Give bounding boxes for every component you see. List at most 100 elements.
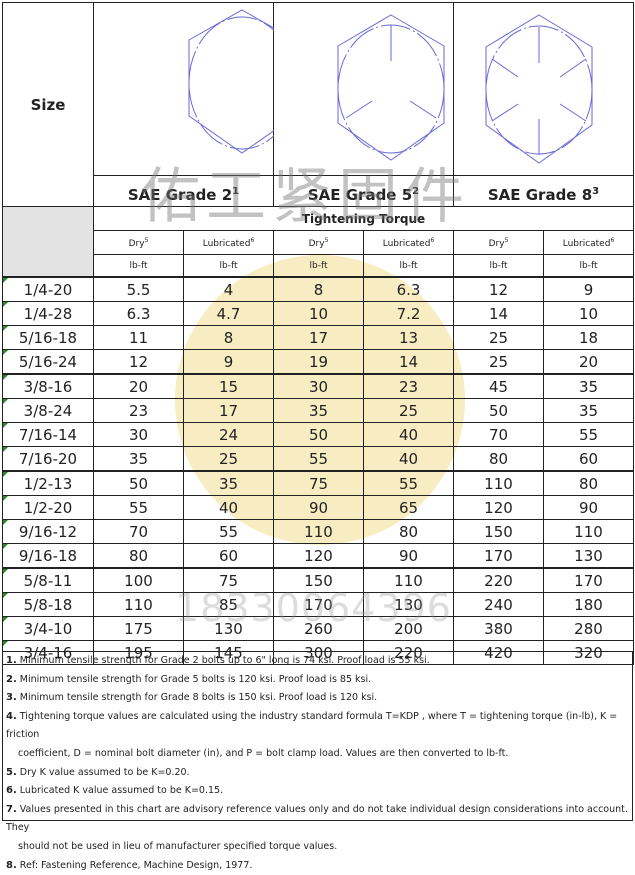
lubricated-header: Lubricated6	[183, 230, 274, 255]
footnote: 1. Minimum tensile strength for Grade 2 …	[3, 652, 632, 671]
cell-size: 7/16-20	[2, 446, 94, 472]
cell-grade2-lubricated: 75	[183, 567, 274, 593]
cell-grade5-lubricated: 40	[363, 422, 454, 447]
footnotes: 1. Minimum tensile strength for Grade 2 …	[2, 651, 633, 871]
cell-grade8-dry: 170	[453, 543, 544, 569]
cell-size: 5/8-11	[2, 567, 94, 593]
cell-grade2-dry: 6.3	[93, 301, 184, 326]
cell-grade5-dry: 30	[273, 373, 364, 399]
footnote-text: Tightening torque values are calculated …	[6, 710, 618, 741]
cell-grade2-lubricated: 17	[183, 398, 274, 423]
footnote-text-continued: coefficient, D = nominal bolt diameter (…	[18, 747, 509, 759]
cell-grade5-dry: 10	[273, 301, 364, 326]
cell-grade2-dry: 110	[93, 592, 184, 617]
cell-grade5-lubricated: 110	[363, 567, 454, 593]
cell-size: 7/16-14	[2, 422, 94, 447]
cell-grade2-dry: 20	[93, 373, 184, 399]
footnote-number: 1.	[6, 655, 17, 666]
cell-grade8-lubricated: 320	[543, 640, 634, 665]
cell-grade8-lubricated: 55	[543, 422, 634, 447]
cell-grade8-lubricated: 170	[543, 567, 634, 593]
hex-bolt-grade-8-icon	[485, 14, 593, 164]
footnote: 8. Ref: Fastening Reference, Machine Des…	[3, 857, 632, 875]
size-header-blank	[2, 206, 94, 278]
cell-size: 3/4-16	[2, 640, 94, 665]
cell-grade2-lubricated: 24	[183, 422, 274, 447]
cell-grade5-dry: 55	[273, 446, 364, 472]
cell-grade8-lubricated: 20	[543, 349, 634, 375]
cell-grade8-dry: 70	[453, 422, 544, 447]
cell-grade5-lubricated: 7.2	[363, 301, 454, 326]
cell-grade2-lubricated: 40	[183, 495, 274, 520]
cell-grade5-lubricated: 6.3	[363, 276, 454, 302]
cell-grade8-dry: 240	[453, 592, 544, 617]
footnote-number: 4.	[6, 710, 17, 722]
table-row: 7/16-20 35 25 55 40 80 60	[2, 446, 634, 472]
cell-grade8-lubricated: 35	[543, 398, 634, 423]
grade-5-marking	[273, 2, 454, 176]
grade-2-marking	[93, 2, 296, 176]
cell-grade2-lubricated: 4.7	[183, 301, 274, 326]
cell-grade5-lubricated: 90	[363, 543, 454, 569]
table-row: 3/8-16 20 15 30 23 45 35	[2, 373, 634, 399]
cell-grade8-dry: 120	[453, 495, 544, 520]
cell-grade5-lubricated: 65	[363, 495, 454, 520]
cell-grade5-lubricated: 220	[363, 640, 454, 665]
table-row: 9/16-12 70 55 110 80 150 110	[2, 519, 634, 544]
table-row: 5/8-11 100 75 150 110 220 170	[2, 567, 634, 593]
footnote: 5. Dry K value assumed to be K=0.20.	[3, 764, 632, 783]
cell-grade5-dry: 150	[273, 567, 364, 593]
tightening-torque-header: Tightening Torque	[93, 206, 634, 231]
footnote-number: 5.	[6, 766, 17, 778]
cell-size: 9/16-18	[2, 543, 94, 569]
footnote-number: 3.	[6, 692, 17, 704]
unit-label: lb-ft	[363, 254, 454, 278]
cell-grade8-lubricated: 180	[543, 592, 634, 617]
cell-size: 9/16-12	[2, 519, 94, 544]
cell-grade2-lubricated: 85	[183, 592, 274, 617]
cell-grade8-dry: 25	[453, 349, 544, 375]
cell-grade5-dry: 17	[273, 325, 364, 350]
cell-grade5-dry: 90	[273, 495, 364, 520]
cell-grade2-dry: 175	[93, 616, 184, 641]
footnote-text: Lubricated K value assumed to be K=0.15.	[19, 785, 224, 797]
footnote-text: Minimum tensile strength for Grade 5 bol…	[19, 673, 372, 685]
cell-grade5-lubricated: 80	[363, 519, 454, 544]
cell-grade2-dry: 12	[93, 349, 184, 375]
cell-grade2-dry: 195	[93, 640, 184, 665]
cell-grade5-lubricated: 200	[363, 616, 454, 641]
grade-2-label: SAE Grade 21	[93, 175, 274, 207]
unit-label: lb-ft	[93, 254, 184, 278]
cell-grade8-dry: 80	[453, 446, 544, 472]
cell-grade5-lubricated: 14	[363, 349, 454, 375]
cell-grade2-dry: 100	[93, 567, 184, 593]
footnote-number: 2.	[6, 673, 17, 685]
footnote-text: Minimum tensile strength for Grade 2 bol…	[19, 655, 430, 666]
grade-8-label: SAE Grade 83	[453, 175, 634, 207]
table-row: 1/4-28 6.3 4.7 10 7.2 14 10	[2, 301, 634, 326]
lubricated-header: Lubricated6	[363, 230, 454, 255]
cell-grade5-lubricated: 130	[363, 592, 454, 617]
cell-grade5-lubricated: 25	[363, 398, 454, 423]
hex-bolt-grade-2-icon	[188, 9, 296, 154]
table-row: 7/16-14 30 24 50 40 70 55	[2, 422, 634, 447]
unit-label: lb-ft	[183, 254, 274, 278]
cell-grade2-lubricated: 4	[183, 276, 274, 302]
footnote-text: Minimum tensile strength for Grade 8 bol…	[19, 692, 378, 704]
cell-grade2-lubricated: 130	[183, 616, 274, 641]
cell-grade5-dry: 75	[273, 470, 364, 496]
cell-grade5-dry: 170	[273, 592, 364, 617]
footnote: 3. Minimum tensile strength for Grade 8 …	[3, 689, 632, 708]
footnote: 6. Lubricated K value assumed to be K=0.…	[3, 782, 632, 801]
cell-size: 3/4-10	[2, 616, 94, 641]
cell-grade8-lubricated: 90	[543, 495, 634, 520]
cell-grade2-dry: 23	[93, 398, 184, 423]
footnote-number: 8.	[6, 859, 17, 871]
cell-size: 5/16-24	[2, 349, 94, 375]
dry-header: Dry5	[273, 230, 364, 255]
torque-table: Size SAE G	[2, 2, 634, 665]
cell-grade8-dry: 150	[453, 519, 544, 544]
cell-grade2-dry: 55	[93, 495, 184, 520]
size-header: Size	[2, 2, 94, 207]
cell-grade8-lubricated: 18	[543, 325, 634, 350]
